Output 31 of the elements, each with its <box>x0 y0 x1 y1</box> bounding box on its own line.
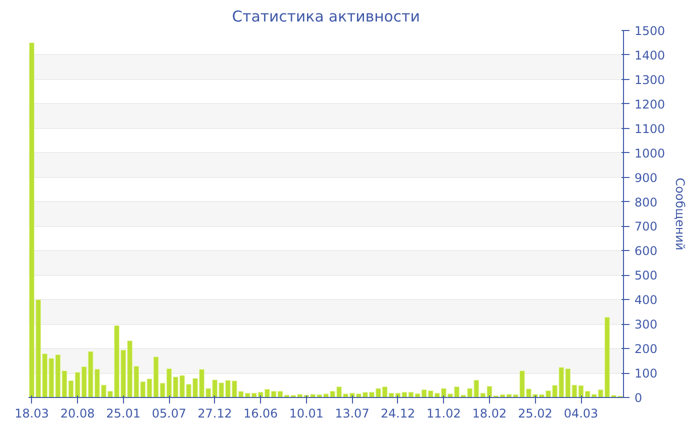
x-tick-label: 16.06 <box>243 406 278 420</box>
y-tick-label: 400 <box>634 293 658 308</box>
y-tick-label: 1300 <box>634 72 666 87</box>
y-tick-label: 700 <box>634 220 658 234</box>
x-tick-label: 04.03 <box>564 406 598 420</box>
x-tick-label: 05.07 <box>152 406 186 420</box>
y-tick-label: 800 <box>634 195 658 210</box>
y-tick-label: 600 <box>634 244 658 258</box>
y-tick-label: 200 <box>634 342 658 356</box>
y-axis-title: Сообщений <box>673 178 688 250</box>
y-tick-label: 300 <box>634 318 658 332</box>
y-tick-label: 0 <box>634 391 642 405</box>
x-tick-label: 18.03 <box>14 406 49 420</box>
y-tick-label: 1000 <box>634 146 666 160</box>
x-tick-label: 11.02 <box>426 406 461 420</box>
y-tick-label: 100 <box>634 366 658 381</box>
chart-title: Статистика активности <box>232 8 420 26</box>
x-tick-label: 10.01 <box>289 406 324 420</box>
x-tick-label: 27.12 <box>198 406 232 420</box>
x-tick-label: 13.07 <box>334 406 370 420</box>
x-tick-label: 24.12 <box>380 406 416 420</box>
x-tick-label: 18.02 <box>472 406 507 420</box>
y-tick-label: 500 <box>634 268 658 283</box>
x-tick-label: 20.08 <box>60 406 95 420</box>
y-tick-label: 900 <box>634 170 658 185</box>
y-tick-label: 1500 <box>634 24 666 38</box>
y-tick-label: 1400 <box>634 48 666 62</box>
x-tick-label: 25.02 <box>518 406 552 420</box>
x-tick-label: 25.01 <box>106 406 140 420</box>
y-tick-label: 1100 <box>634 122 666 136</box>
y-tick-label: 1200 <box>634 97 666 112</box>
